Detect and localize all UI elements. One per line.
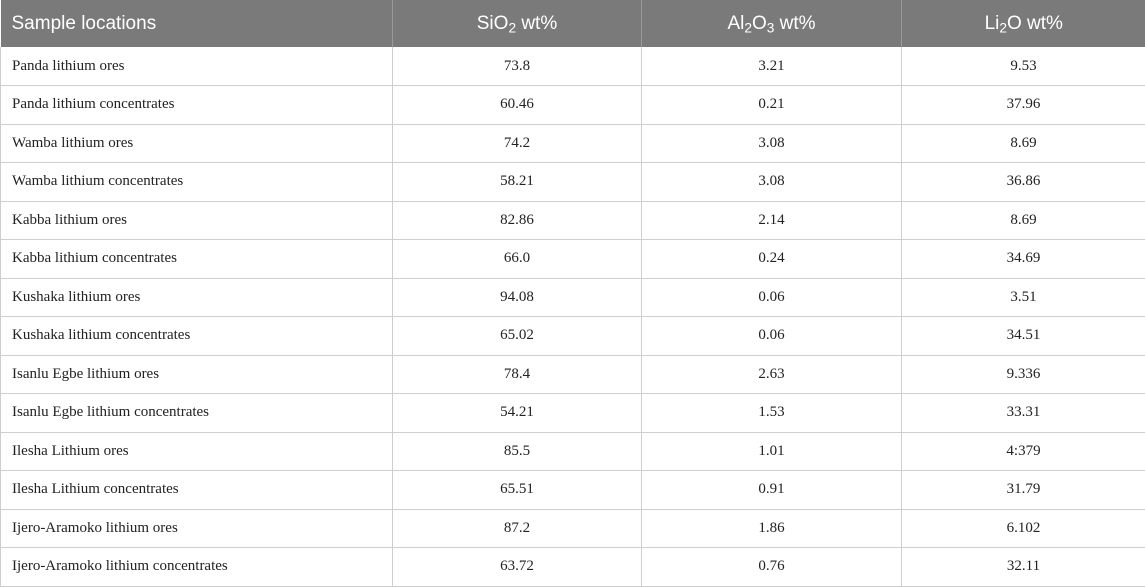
cell-al2o3: 1.53 (641, 393, 902, 433)
cell-li2o: 8.69 (901, 201, 1145, 240)
table-row: Ijero-Aramoko lithium concentrates 63.72… (0, 547, 1145, 587)
cell-sio2: 66.0 (392, 239, 642, 279)
cell-al2o3: 2.63 (641, 355, 902, 394)
table-row: Panda lithium ores 73.8 3.21 9.53 (0, 47, 1145, 86)
cell-location: Kushaka lithium ores (0, 278, 393, 317)
cell-al2o3: 0.06 (641, 278, 902, 317)
cell-li2o: 36.86 (901, 162, 1145, 202)
cell-li2o: 37.96 (901, 85, 1145, 125)
cell-sio2: 82.86 (392, 201, 642, 240)
header-row: Sample locations SiO2 wt% Al2O3 wt% Li2O… (0, 0, 1145, 47)
header-li2o: Li2O wt% (901, 0, 1145, 47)
cell-al2o3: 0.21 (641, 85, 902, 125)
table-row: Ijero-Aramoko lithium ores 87.2 1.86 6.1… (0, 509, 1145, 548)
cell-li2o: 8.69 (901, 124, 1145, 163)
cell-sio2: 65.51 (392, 470, 642, 510)
cell-sio2: 78.4 (392, 355, 642, 394)
cell-location: Kabba lithium concentrates (0, 239, 393, 279)
cell-sio2: 85.5 (392, 432, 642, 471)
cell-location: Ijero-Aramoko lithium ores (0, 509, 393, 548)
cell-li2o: 4:379 (901, 432, 1145, 471)
table-row: Isanlu Egbe lithium ores 78.4 2.63 9.336 (0, 355, 1145, 394)
cell-sio2: 65.02 (392, 316, 642, 356)
table-row: Isanlu Egbe lithium concentrates 54.21 1… (0, 393, 1145, 433)
cell-al2o3: 3.08 (641, 124, 902, 163)
cell-sio2: 63.72 (392, 547, 642, 587)
table-row: Kabba lithium concentrates 66.0 0.24 34.… (0, 239, 1145, 279)
cell-sio2: 54.21 (392, 393, 642, 433)
cell-location: Ilesha Lithium ores (0, 432, 393, 471)
table-header: Sample locations SiO2 wt% Al2O3 wt% Li2O… (0, 0, 1145, 47)
cell-al2o3: 3.08 (641, 162, 902, 202)
cell-location: Panda lithium ores (0, 47, 393, 86)
header-sio2: SiO2 wt% (392, 0, 642, 47)
header-al2o3: Al2O3 wt% (641, 0, 902, 47)
header-sample-locations: Sample locations (0, 0, 393, 47)
cell-li2o: 32.11 (901, 547, 1145, 587)
cell-sio2: 74.2 (392, 124, 642, 163)
cell-location: Panda lithium concentrates (0, 85, 393, 125)
cell-al2o3: 0.91 (641, 470, 902, 510)
cell-al2o3: 0.24 (641, 239, 902, 279)
cell-location: Wamba lithium concentrates (0, 162, 393, 202)
cell-sio2: 60.46 (392, 85, 642, 125)
cell-al2o3: 1.86 (641, 509, 902, 548)
cell-location: Ilesha Lithium concentrates (0, 470, 393, 510)
table-row: Wamba lithium concentrates 58.21 3.08 36… (0, 162, 1145, 202)
table-row: Kushaka lithium ores 94.08 0.06 3.51 (0, 278, 1145, 317)
table-row: Kushaka lithium concentrates 65.02 0.06 … (0, 316, 1145, 356)
table-row: Panda lithium concentrates 60.46 0.21 37… (0, 85, 1145, 125)
cell-li2o: 9.53 (901, 47, 1145, 86)
cell-li2o: 33.31 (901, 393, 1145, 433)
cell-li2o: 3.51 (901, 278, 1145, 317)
cell-li2o: 34.69 (901, 239, 1145, 279)
cell-al2o3: 2.14 (641, 201, 902, 240)
cell-sio2: 58.21 (392, 162, 642, 202)
cell-li2o: 9.336 (901, 355, 1145, 394)
cell-sio2: 73.8 (392, 47, 642, 86)
table-row: Ilesha Lithium ores 85.5 1.01 4:379 (0, 432, 1145, 471)
cell-al2o3: 3.21 (641, 47, 902, 86)
cell-location: Isanlu Egbe lithium ores (0, 355, 393, 394)
cell-location: Kabba lithium ores (0, 201, 393, 240)
cell-sio2: 94.08 (392, 278, 642, 317)
table-row: Ilesha Lithium concentrates 65.51 0.91 3… (0, 470, 1145, 510)
table-row: Wamba lithium ores 74.2 3.08 8.69 (0, 124, 1145, 163)
cell-li2o: 6.102 (901, 509, 1145, 548)
table-body: Panda lithium ores 73.8 3.21 9.53 Panda … (0, 47, 1145, 587)
table-row: Kabba lithium ores 82.86 2.14 8.69 (0, 201, 1145, 240)
cell-li2o: 31.79 (901, 470, 1145, 510)
cell-sio2: 87.2 (392, 509, 642, 548)
cell-li2o: 34.51 (901, 316, 1145, 356)
cell-al2o3: 0.76 (641, 547, 902, 587)
cell-location: Wamba lithium ores (0, 124, 393, 163)
cell-location: Ijero-Aramoko lithium concentrates (0, 547, 393, 587)
cell-location: Isanlu Egbe lithium concentrates (0, 393, 393, 433)
cell-location: Kushaka lithium concentrates (0, 316, 393, 356)
cell-al2o3: 1.01 (641, 432, 902, 471)
cell-al2o3: 0.06 (641, 316, 902, 356)
